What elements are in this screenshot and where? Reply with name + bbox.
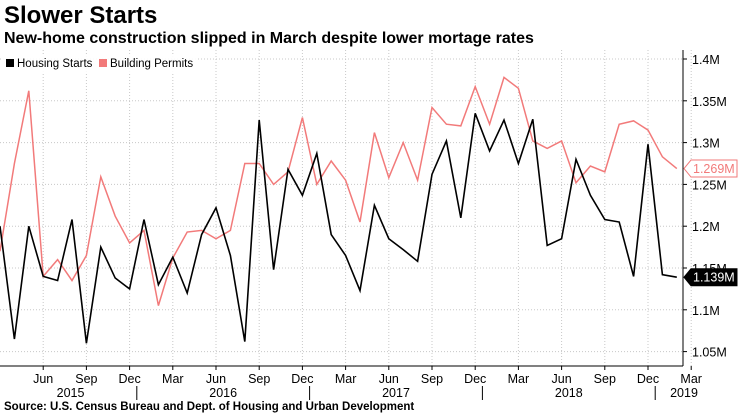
y-tick-label: 1.4M [692,53,720,67]
series-line-building-permits [0,76,678,306]
x-tick-label: Jun [379,372,399,386]
x-tick-label: Dec [118,372,140,386]
legend-swatch-building-permits [99,59,107,67]
year-label: 2016 [209,386,237,400]
y-tick-label: 1.35M [692,95,727,109]
x-tick-label: Mar [508,372,530,386]
x-tick-label: Sep [421,372,443,386]
chart-title: Slower Starts [4,2,158,29]
x-tick-label: Dec [291,372,313,386]
x-tick-label: Mar [162,372,184,386]
legend-swatch-housing-starts [6,59,14,67]
legend-label-building-permits: Building Permits [110,58,193,70]
chart-subtitle: New-home construction slipped in March d… [4,30,534,47]
end-label-box-building-permits [683,159,738,178]
x-tick-label: Jun [206,372,226,386]
y-tick-label: 1.25M [692,178,727,192]
y-tick-label: 1.05M [692,346,727,360]
x-tick-label: Mar [335,372,357,386]
x-tick-label: Dec [464,372,486,386]
end-label-housing-starts: 1.139M [693,271,735,285]
grid-lines [0,50,692,366]
series-line-housing-starts [0,113,677,344]
x-tick-label: Jun [552,372,572,386]
chart-labels: 1.05M1.1M1.15M1.2M1.25M1.3M1.35M1.4MJunS… [33,53,738,400]
year-label: 2015 [57,386,85,400]
y-tick-label: 1.2M [692,220,720,234]
x-tick-label: Sep [75,372,97,386]
x-tick-label: Sep [248,372,270,386]
year-label: 2019 [670,386,698,400]
x-tick-label: Mar [680,372,702,386]
y-tick-label: 1.3M [692,137,720,151]
x-tick-label: Dec [637,372,659,386]
x-tick-label: Sep [594,372,616,386]
chart-axes [0,50,692,400]
chart-legend: Housing Starts Building Permits [2,54,198,72]
x-tick-label: Jun [33,372,53,386]
chart-series [0,76,678,344]
year-label: 2017 [382,386,410,400]
source-note: Source: U.S. Census Bureau and Dept. of … [4,401,415,413]
y-tick-label: 1.1M [692,304,720,318]
end-label-building-permits: 1.269M [693,162,735,176]
year-label: 2018 [555,386,583,400]
legend-label-housing-starts: Housing Starts [17,58,93,70]
end-label-box-housing-starts [683,268,738,287]
